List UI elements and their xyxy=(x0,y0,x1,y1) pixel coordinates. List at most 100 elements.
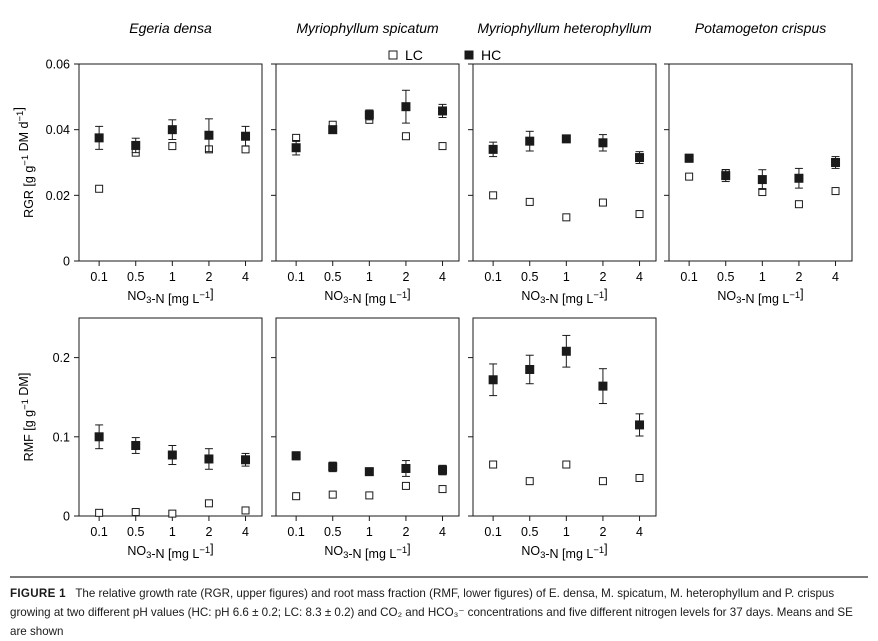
x-tick-label: 0.1 xyxy=(484,270,501,284)
panel-title: Potamogeton crispus xyxy=(695,20,827,36)
data-point-hc xyxy=(364,467,374,477)
data-point-hc xyxy=(328,462,338,472)
data-point-lc xyxy=(598,198,607,207)
data-point-hc xyxy=(561,346,571,356)
x-tick-label: 2 xyxy=(599,270,606,284)
data-point-lc xyxy=(489,460,498,469)
caption-text: The relative growth rate (RGR, upper fig… xyxy=(10,587,853,638)
panel-title: Myriophyllum heterophyllum xyxy=(477,20,652,36)
data-point-hc xyxy=(488,375,498,385)
data-point-hc xyxy=(831,158,841,167)
data-point-lc xyxy=(241,506,250,515)
data-point-hc xyxy=(131,441,141,451)
caption-label: FIGURE 1 xyxy=(10,587,66,600)
x-tick-label: 0.5 xyxy=(127,525,144,539)
panel-rgr-3: Myriophyllum heterophyllum 0.1 0.5 1 2 4 NO3-N… xyxy=(468,20,657,306)
data-point-lc xyxy=(525,477,534,486)
data-point-hc xyxy=(131,140,141,150)
data-point-hc xyxy=(401,463,411,473)
data-point-hc xyxy=(241,455,251,465)
x-tick-label: 0.5 xyxy=(324,525,341,539)
data-point-hc xyxy=(241,131,251,141)
y-axis-title: RMF [g g−1 DM] xyxy=(17,373,36,462)
panel-rgr-1: Egeria densa 0 0.02 0.04 0.06 0.1 0.5 1 2 4 NO3-N … xyxy=(12,20,263,306)
x-tick-label: 1 xyxy=(169,270,176,284)
panel-rmf-2: 0.1 0.5 1 2 4 NO3-N [mg L−1] xyxy=(271,317,460,561)
legend-lc-marker xyxy=(388,50,398,60)
x-axis-title: NO3-N [mg L−1] xyxy=(521,287,607,306)
x-axis-title: NO3-N [mg L−1] xyxy=(324,542,410,561)
data-point-lc xyxy=(204,499,213,508)
x-tick-label: 0.5 xyxy=(127,270,144,284)
x-tick-label: 0.1 xyxy=(90,270,107,284)
data-point-hc xyxy=(291,451,301,461)
x-tick-label: 0.5 xyxy=(521,525,538,539)
figure-chart: LC HC Egeria densa 0 0.02 0.04 0.06 0.1 0.5 1 2 4… xyxy=(12,20,853,561)
y-tick-label: 0 xyxy=(63,510,70,524)
x-tick-label: 0.1 xyxy=(90,525,107,539)
y-tick-label: 0.2 xyxy=(53,351,70,365)
data-point-hc xyxy=(598,381,608,391)
plot-frame xyxy=(78,317,263,517)
data-point-lc xyxy=(562,213,571,222)
data-point-hc xyxy=(635,153,645,163)
data-point-lc xyxy=(241,145,250,154)
data-point-lc xyxy=(685,172,694,181)
data-point-lc xyxy=(292,492,301,501)
data-point-lc xyxy=(598,477,607,486)
data-point-lc xyxy=(168,142,177,151)
x-tick-label: 4 xyxy=(242,270,249,284)
plot-frame xyxy=(472,63,657,262)
data-point-lc xyxy=(635,210,644,219)
x-tick-label: 4 xyxy=(439,525,446,539)
data-point-hc xyxy=(684,153,694,163)
data-point-hc xyxy=(635,420,645,430)
x-axis-title: NO3-N [mg L−1] xyxy=(717,287,803,306)
data-point-lc xyxy=(525,197,534,206)
data-point-lc xyxy=(328,490,337,499)
x-tick-label: 0.5 xyxy=(324,270,341,284)
data-point-lc xyxy=(489,191,498,200)
panel-rgr-4: Potamogeton crispus 0.1 0.5 1 2 4 NO3-N [mg L−… xyxy=(664,20,853,306)
x-tick-label: 1 xyxy=(563,525,570,539)
x-tick-label: 2 xyxy=(599,525,606,539)
x-tick-label: 0.1 xyxy=(287,525,304,539)
data-point-lc xyxy=(401,481,410,490)
x-tick-label: 0.1 xyxy=(680,270,697,284)
data-point-hc xyxy=(94,133,104,143)
data-point-lc xyxy=(95,184,104,193)
data-point-hc xyxy=(525,136,535,146)
y-tick-label: 0.02 xyxy=(46,189,70,203)
data-point-hc xyxy=(598,138,608,148)
data-point-hc xyxy=(721,171,731,181)
data-point-hc xyxy=(167,450,177,460)
x-axis-title: NO3-N [mg L−1] xyxy=(324,287,410,306)
data-point-lc xyxy=(794,200,803,209)
x-tick-label: 0.5 xyxy=(521,270,538,284)
data-point-hc xyxy=(204,454,214,464)
x-axis-title: NO3-N [mg L−1] xyxy=(127,542,213,561)
x-tick-label: 4 xyxy=(636,270,643,284)
data-point-lc xyxy=(401,132,410,141)
data-point-hc xyxy=(438,465,448,475)
legend-hc-marker xyxy=(464,50,474,60)
x-tick-label: 4 xyxy=(636,525,643,539)
plot-frame xyxy=(275,317,460,517)
data-point-hc xyxy=(525,364,535,374)
x-tick-label: 4 xyxy=(242,525,249,539)
y-tick-label: 0.06 xyxy=(46,58,70,72)
x-tick-label: 0.5 xyxy=(717,270,734,284)
y-tick-label: 0.04 xyxy=(46,123,70,137)
legend-hc-label: HC xyxy=(481,47,501,63)
x-tick-label: 0.1 xyxy=(287,270,304,284)
panel-rgr-2: Myriophyllum spicatum 0.1 0.5 1 2 4 NO3-N [mg … xyxy=(271,20,460,306)
legend: LC HC xyxy=(388,47,501,63)
panel-title: Myriophyllum spicatum xyxy=(296,20,439,36)
x-tick-label: 2 xyxy=(205,525,212,539)
data-point-lc xyxy=(95,508,104,517)
x-tick-label: 4 xyxy=(832,270,839,284)
data-point-hc xyxy=(364,110,374,120)
plot-frame xyxy=(275,63,460,262)
panel-rmf-3: 0.1 0.5 1 2 4 NO3-N [mg L−1] xyxy=(468,317,657,561)
data-point-lc xyxy=(438,142,447,151)
